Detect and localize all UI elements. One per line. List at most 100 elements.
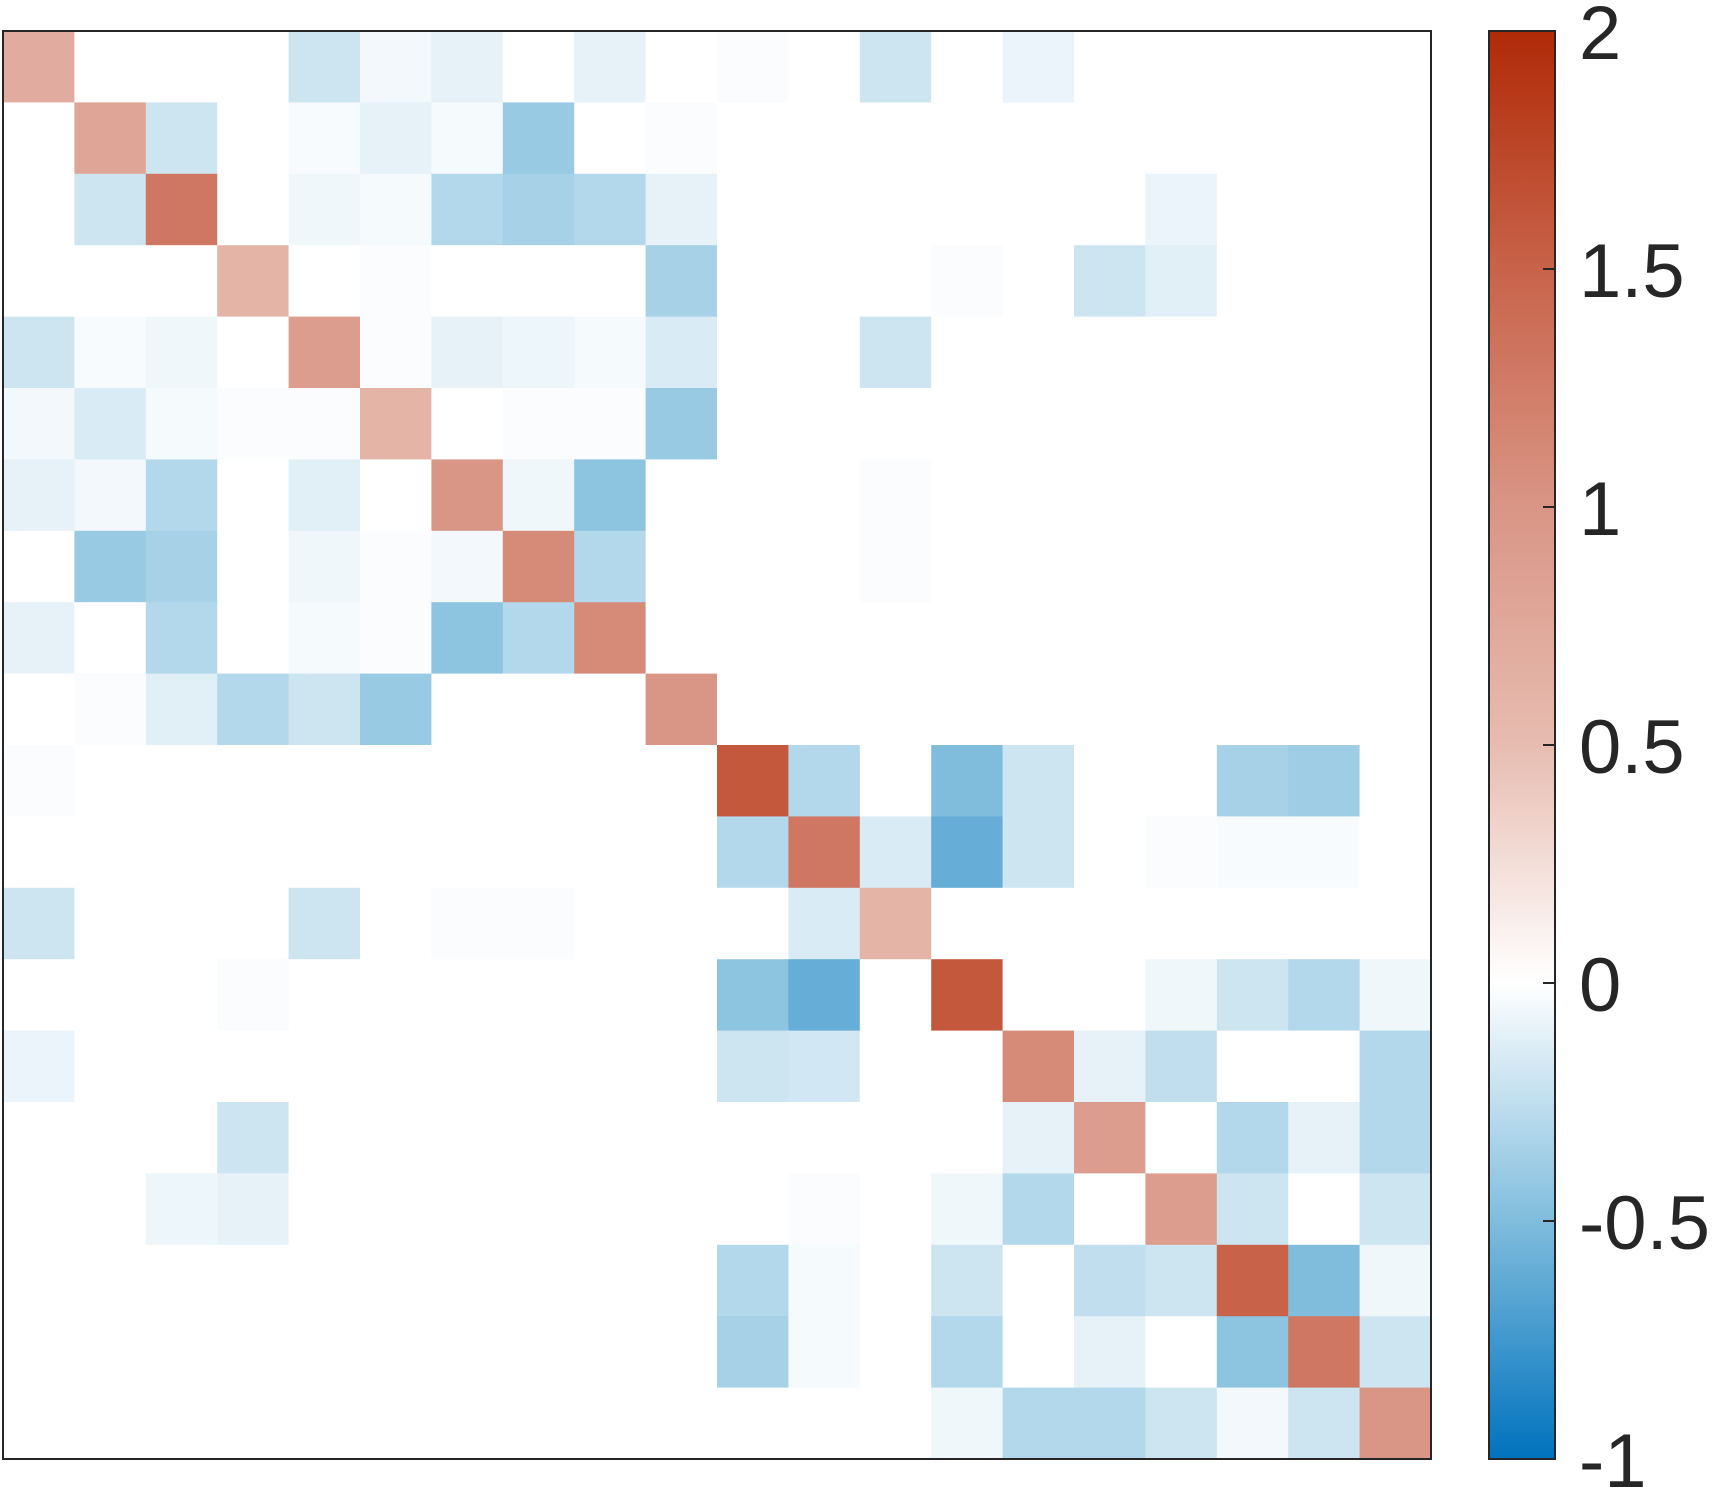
heatmap-cell [502, 102, 575, 175]
heatmap-cell [502, 31, 575, 103]
heatmap-cell [360, 816, 432, 889]
heatmap-cell [788, 459, 861, 532]
heatmap-cell [717, 602, 789, 675]
heatmap-cell [1002, 887, 1075, 960]
heatmap-cell [431, 102, 504, 175]
heatmap-cell [1002, 959, 1075, 1032]
heatmap-cell [931, 102, 1004, 175]
heatmap-cell [788, 173, 861, 246]
heatmap-cell [1074, 602, 1146, 675]
colorbar-tick-label: 0.5 [1579, 705, 1685, 790]
heatmap-cell [574, 673, 647, 746]
heatmap-cell [288, 1102, 361, 1174]
heatmap-cell [717, 245, 789, 318]
heatmap-cell [1002, 173, 1075, 246]
heatmap-cell [1145, 602, 1218, 675]
heatmap-cell [1216, 1316, 1289, 1389]
heatmap-cell [1216, 1102, 1289, 1174]
heatmap-cell [3, 1316, 75, 1389]
heatmap-cell [3, 816, 75, 889]
heatmap-cell [1074, 745, 1146, 817]
heatmap-cell [574, 1316, 647, 1389]
heatmap-cell [1288, 673, 1361, 746]
heatmap-cell [1002, 102, 1075, 175]
colorbar-tick-label: -1 [1579, 1419, 1647, 1491]
heatmap-cell [574, 745, 647, 817]
heatmap-cell [3, 173, 75, 246]
heatmap-cell [288, 530, 361, 603]
heatmap-cell [431, 1387, 504, 1460]
heatmap-cell [717, 1030, 789, 1103]
heatmap-cell [859, 173, 932, 246]
heatmap-cell [217, 245, 290, 318]
heatmap-cell [145, 102, 218, 175]
heatmap-cell [360, 887, 432, 960]
heatmap-cell [1002, 673, 1075, 746]
heatmap-cell [1002, 316, 1075, 389]
heatmap-cell [574, 1173, 647, 1246]
heatmap-cell [74, 1316, 147, 1389]
heatmap-cell [1359, 959, 1432, 1032]
heatmap-cell [502, 173, 575, 246]
heatmap-cell [3, 602, 75, 675]
heatmap-cell [1074, 316, 1146, 389]
heatmap-cell [74, 388, 147, 460]
heatmap-cell [1216, 673, 1289, 746]
heatmap-cell [3, 887, 75, 960]
heatmap-cell [502, 1030, 575, 1103]
heatmap-cell [1288, 1387, 1361, 1460]
heatmap-cell [217, 816, 290, 889]
heatmap-cell [1359, 388, 1432, 460]
heatmap-cell [288, 745, 361, 817]
heatmap-cell [1359, 1387, 1432, 1460]
heatmap-cell [574, 31, 647, 103]
heatmap-cell [145, 245, 218, 318]
heatmap-cell [1002, 530, 1075, 603]
heatmap-cell [574, 887, 647, 960]
heatmap-cell [217, 602, 290, 675]
heatmap-cell [788, 816, 861, 889]
heatmap-cell [1288, 102, 1361, 175]
heatmap-cell [217, 673, 290, 746]
heatmap-cell [431, 173, 504, 246]
heatmap-cell [217, 959, 290, 1032]
heatmap-cell [1288, 173, 1361, 246]
heatmap-cell [574, 1387, 647, 1460]
heatmap-cell [1145, 530, 1218, 603]
heatmap-cell [1288, 459, 1361, 532]
heatmap-cell [288, 1030, 361, 1103]
heatmap-cell [1074, 1316, 1146, 1389]
heatmap-cell [931, 602, 1004, 675]
colorbar-ticks: -1 -0.5 0 0.5 1 1.5 2 [1543, 0, 1710, 1491]
heatmap-cell [145, 388, 218, 460]
heatmap-cell [1288, 1030, 1361, 1103]
heatmap-cell [1359, 602, 1432, 675]
heatmap-cell [1288, 31, 1361, 103]
heatmap-cell [74, 102, 147, 175]
heatmap-cell [1145, 245, 1218, 318]
heatmap-cell [360, 673, 432, 746]
heatmap-cell [717, 1173, 789, 1246]
heatmap-cell [3, 388, 75, 460]
heatmap-cell [1002, 745, 1075, 817]
heatmap-cell [217, 459, 290, 532]
heatmap-cell [1002, 245, 1075, 318]
heatmap-cell [931, 1173, 1004, 1246]
heatmap-cell [74, 459, 147, 532]
heatmap-cell [502, 388, 575, 460]
heatmap-cell [1288, 388, 1361, 460]
heatmap-cell [859, 816, 932, 889]
heatmap-cell [360, 102, 432, 175]
heatmap-cell [74, 173, 147, 246]
heatmap-cell [1074, 1244, 1146, 1317]
heatmap-cell [3, 1173, 75, 1246]
heatmap-cell [3, 530, 75, 603]
heatmap-cell [1145, 745, 1218, 817]
heatmap-cell [931, 316, 1004, 389]
heatmap-cell [717, 1387, 789, 1460]
heatmap-cell [1216, 1387, 1289, 1460]
heatmap-cell [1359, 1173, 1432, 1246]
heatmap-cell [288, 1316, 361, 1389]
heatmap-cell [574, 316, 647, 389]
heatmap-cell [360, 530, 432, 603]
